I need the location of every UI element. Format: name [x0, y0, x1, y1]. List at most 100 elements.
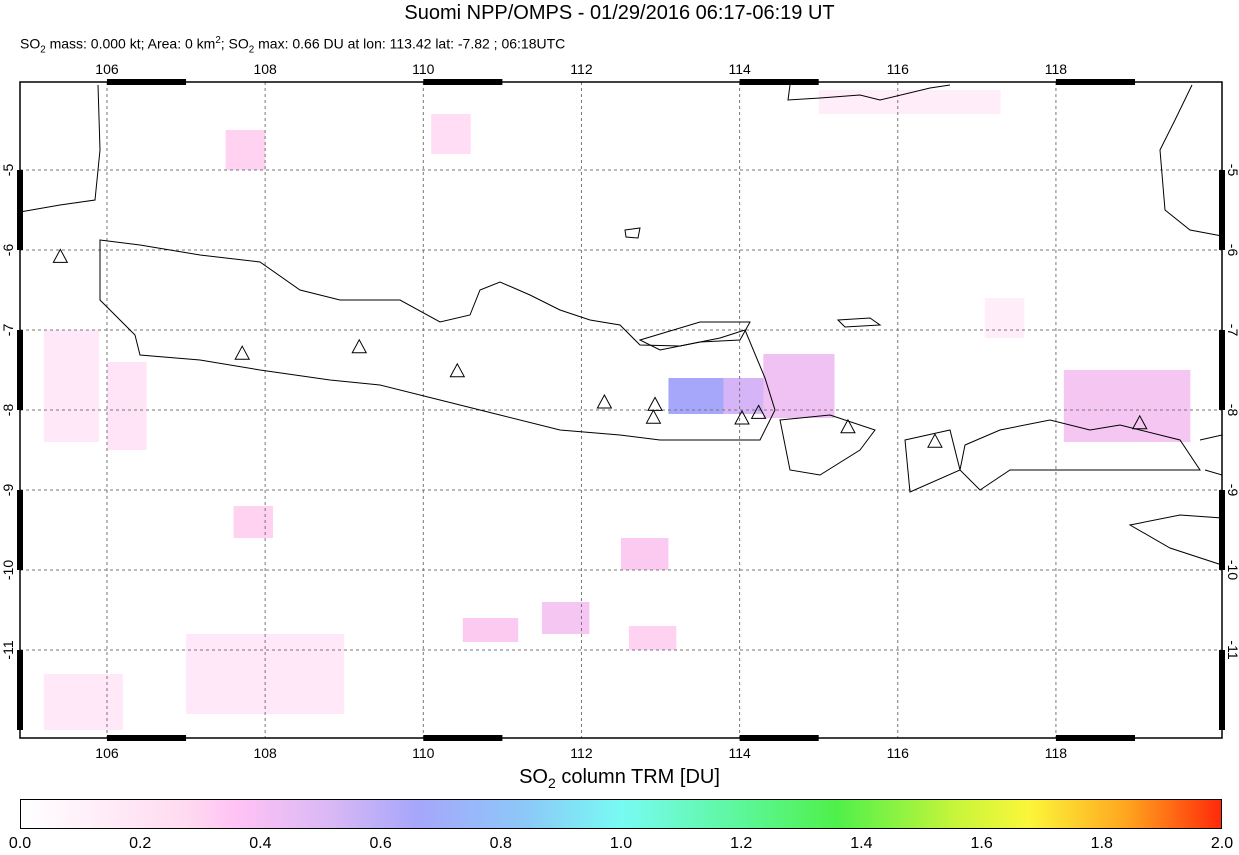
lon-label-bottom: 112 — [570, 745, 593, 760]
graticule — [20, 82, 1222, 738]
lon-label-bottom: 110 — [412, 745, 435, 760]
coast-flores — [1199, 434, 1223, 476]
so2-cell — [541, 602, 590, 634]
lon-label-top: 114 — [728, 61, 751, 77]
volcano-icon — [1131, 414, 1148, 430]
coast-bawean — [624, 227, 641, 239]
colorbar-title: SO2 column TRM [DU] — [0, 766, 1239, 791]
frame-segment — [1219, 650, 1225, 730]
so2-cell — [628, 626, 677, 650]
colorbar-tick-label: 1.4 — [850, 835, 873, 852]
lon-label-top: 116 — [887, 61, 910, 77]
colorbar-tick-label: 0.8 — [489, 835, 512, 852]
colorbar-tick-label: 2.0 — [1210, 835, 1234, 852]
frame-segment — [1055, 79, 1136, 85]
summary-sub: 2 — [40, 44, 46, 56]
lat-label-left: -9 — [0, 484, 16, 497]
so2-cell — [462, 618, 519, 642]
frame-segment — [17, 330, 23, 410]
lat-label-right: -5 — [1225, 164, 1239, 177]
so2-cell — [106, 362, 147, 450]
so2-cell — [233, 506, 274, 538]
colorbar-tick-label: 1.8 — [1090, 835, 1113, 852]
lat-label-left: -10 — [0, 560, 16, 580]
so2-cell — [225, 130, 266, 170]
lon-label-top: 110 — [412, 61, 435, 77]
lon-label-top: 108 — [253, 61, 277, 77]
lon-label-top: 106 — [95, 61, 119, 77]
page-title: Suomi NPP/OMPS - 01/29/2016 06:17-06:19 … — [404, 2, 835, 24]
coast-sumbawa — [959, 419, 1201, 491]
axis-labels: 106 106 108 108 110 110 112 112 114 114 116 116 118 1… — [0, 61, 1239, 760]
map-border-ticks — [17, 79, 1225, 741]
summary-text: SO — [20, 35, 41, 52]
so2-cell — [43, 330, 100, 442]
volcano-icon — [449, 362, 466, 378]
colorbar — [20, 799, 1222, 829]
lat-label-right: -11 — [1225, 640, 1239, 659]
volcano-icon — [927, 433, 943, 448]
colorbar-tick-label: 0.0 — [8, 835, 32, 852]
lat-label-left: -7 — [0, 324, 16, 337]
frame-segment — [106, 735, 187, 741]
volcano-icon — [750, 404, 767, 419]
colorbar-tick-label: 1.6 — [970, 835, 993, 852]
lon-label-top: 112 — [570, 61, 593, 77]
colorbar-title-text: column TRM [DU] — [555, 766, 720, 788]
volcano-icon — [645, 409, 662, 424]
colorbar-title-text: SO — [519, 766, 548, 788]
volcano-icon — [351, 338, 368, 354]
coast-sumba — [1128, 514, 1223, 566]
frame-segment — [423, 79, 503, 85]
coast-sumatra — [19, 84, 101, 213]
coast-bali — [779, 414, 876, 476]
so2-cell — [668, 378, 724, 414]
map-plot: 106 106 108 108 110 110 112 112 114 114 116 116 118 1… — [0, 61, 1239, 760]
lon-label-bottom: 118 — [1045, 745, 1068, 760]
colorbar-tick-label: 1.0 — [609, 835, 633, 852]
colorbar-tick-label: 0.4 — [249, 835, 272, 852]
lon-label-bottom: 106 — [95, 745, 119, 760]
so2-cell — [621, 538, 669, 570]
frame-segment — [17, 170, 23, 250]
frame-segment — [1219, 170, 1225, 250]
coast-borneo — [787, 84, 951, 101]
colorbar-tick-label: 1.2 — [730, 835, 753, 852]
volcano-markers — [52, 248, 1148, 448]
coast-kangean — [836, 317, 882, 328]
volcano-icon — [647, 396, 663, 411]
lat-label-right: -9 — [1225, 484, 1239, 497]
frame-segment — [423, 735, 503, 741]
lon-label-bottom: 108 — [253, 745, 277, 760]
colorbar-title-sub: 2 — [548, 775, 556, 791]
frame-segment — [739, 79, 819, 85]
so2-cell — [763, 354, 835, 418]
so2-cell — [818, 90, 1001, 114]
summary-sup: 2 — [215, 35, 221, 46]
lon-label-bottom: 116 — [887, 745, 910, 760]
so2-cells — [43, 90, 1191, 730]
lat-label-left: -5 — [0, 164, 16, 177]
summary-text: max: 0.66 DU at lon: 113.42 lat: -7.82 ;… — [254, 35, 566, 52]
summary-sub: 2 — [248, 44, 255, 56]
so2-summary: SO2 mass: 0.000 kt; Area: 0 km2; SO2 max… — [20, 35, 565, 55]
so2-cell — [984, 298, 1025, 338]
lat-label-right: -10 — [1225, 560, 1239, 580]
lat-label-left: -8 — [0, 404, 16, 417]
summary-text: mass: 0.000 kt; Area: 0 km — [45, 35, 216, 52]
coast-madura — [638, 321, 751, 351]
lon-label-bottom: 114 — [728, 745, 751, 760]
volcano-icon — [734, 409, 750, 425]
so2-cell — [431, 114, 471, 154]
volcano-icon — [840, 418, 856, 434]
volcano-icon — [52, 248, 69, 263]
colorbar-tick-label: 0.2 — [129, 835, 152, 852]
summary-text: ; SO — [220, 35, 249, 52]
lat-label-right: -8 — [1225, 404, 1239, 417]
coast-sulawesi — [1159, 84, 1223, 237]
frame-segment — [739, 735, 819, 741]
lat-label-left: -11 — [0, 640, 16, 659]
frame-segment — [106, 79, 187, 85]
so2-cell — [1063, 370, 1191, 442]
